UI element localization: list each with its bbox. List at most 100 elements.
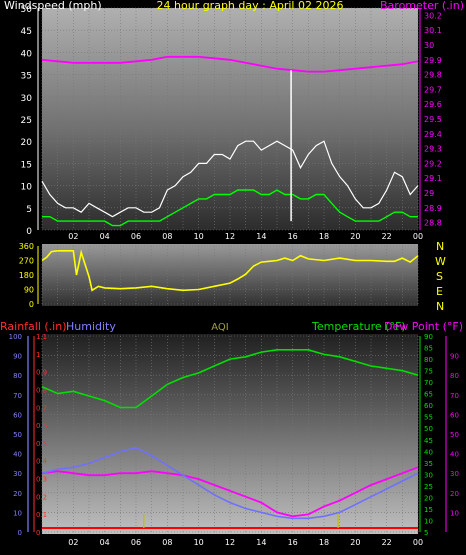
barometer-y-tick: 30	[424, 41, 434, 50]
wind-y-tick: 45	[21, 27, 32, 37]
barometer-y-tick: 29.4	[424, 130, 442, 139]
temperature-y-tick: 50	[424, 425, 433, 433]
barometer-y-tick: 29.6	[424, 100, 442, 109]
wind-y-tick: 25	[21, 116, 32, 126]
climate-x-tick: 06	[131, 538, 141, 547]
direction-line	[41, 249, 419, 292]
barometer-y-tick: 28.9	[424, 204, 442, 213]
climate-x-tick: 12	[225, 538, 235, 547]
dewpoint-line	[41, 466, 419, 518]
aqi-label: AQI	[211, 322, 229, 333]
wind-x-tick: 14	[256, 232, 266, 241]
compass-w: W	[435, 255, 446, 268]
dewpoint-y-tick: 20	[450, 490, 459, 498]
wind-x-tick: 02	[68, 232, 78, 241]
barometer-y-tick: 29	[424, 189, 434, 198]
climate-x-tick: 20	[350, 538, 360, 547]
temperature-y-tick: 25	[424, 483, 433, 491]
climate-x-tick: 16	[288, 538, 298, 547]
compass-n-top: N	[436, 240, 444, 253]
climate-x-tick: 18	[319, 538, 329, 547]
humidity-y-tick: 50	[13, 431, 22, 439]
direction-y-tick: 90	[24, 286, 34, 295]
humidity-y-tick: 30	[13, 470, 22, 478]
dewpoint-label: Dew Point (°F)	[384, 320, 463, 333]
rain-y-tick: 0.1	[36, 511, 47, 519]
temperature-y-tick: 60	[424, 402, 433, 410]
rain-y-tick: 1.1	[36, 333, 47, 341]
barometer-y-tick: 29.7	[424, 85, 442, 94]
humidity-y-tick: 20	[13, 490, 22, 498]
dewpoint-y-tick: 60	[450, 411, 459, 419]
humidity-y-tick: 90	[13, 353, 22, 361]
direction-y-tick: 360	[19, 242, 34, 251]
barometer-line	[41, 55, 419, 73]
barometer-y-tick: 29.8	[424, 71, 442, 80]
temperature-y-tick: 30	[424, 471, 433, 479]
temperature-y-tick: 15	[424, 506, 433, 514]
direction-panel-bg	[42, 244, 418, 306]
wind-y-tick: 20	[21, 138, 33, 148]
humidity-y-tick: 60	[13, 411, 22, 419]
humidity-y-tick: 0	[18, 529, 22, 537]
climate-x-tick: 02	[68, 538, 78, 547]
climate-x-tick: 22	[382, 538, 392, 547]
rainfall-label: Rainfall (.in)	[0, 320, 67, 333]
rain-y-tick: 0.8	[36, 386, 47, 394]
wind-x-tick: 20	[350, 232, 360, 241]
wind-y-tick: 40	[21, 49, 33, 59]
dewpoint-y-tick: 80	[450, 372, 459, 380]
temperature-y-tick: 35	[424, 460, 433, 468]
wind-x-tick: 16	[288, 232, 298, 241]
wind-y-tick: 0	[26, 227, 32, 237]
dewpoint-y-tick: 30	[450, 470, 459, 478]
series-lines	[41, 55, 419, 529]
wind-x-tick: 12	[225, 232, 235, 241]
climate-x-tick: 00	[413, 538, 423, 547]
direction-y-tick: 270	[19, 257, 34, 266]
humidity-line	[41, 446, 419, 520]
axis-labels: 0510152025303540455028.828.92929.129.229…	[9, 5, 459, 547]
wind-y-tick: 50	[21, 5, 33, 15]
humidity-y-tick: 40	[13, 451, 22, 459]
windspeed-label: Windspeed (mph)	[4, 0, 102, 12]
wind-x-tick: 08	[162, 232, 172, 241]
wind-y-tick: 30	[21, 94, 33, 104]
humidity-y-tick: 70	[13, 392, 22, 400]
climate-x-tick: 14	[256, 538, 266, 547]
climate-x-tick: 08	[162, 538, 172, 547]
direction-y-tick: 0	[29, 300, 34, 309]
rain-y-tick: 0.9	[36, 369, 47, 377]
temperature-y-tick: 75	[424, 368, 433, 376]
rain-y-tick: 0.4	[36, 458, 48, 466]
rain-y-tick: 0.5	[36, 440, 47, 448]
barometer-y-tick: 28.8	[424, 219, 442, 228]
temperature-line	[41, 348, 419, 409]
wind-y-tick: 15	[21, 160, 32, 170]
compass-e: E	[436, 285, 443, 298]
wind-x-tick: 10	[194, 232, 204, 241]
barometer-y-tick: 30.1	[424, 26, 442, 35]
temperature-y-tick: 40	[424, 448, 433, 456]
direction-y-tick: 180	[19, 271, 34, 280]
temperature-y-tick: 65	[424, 391, 433, 399]
barometer-y-tick: 29.2	[424, 159, 442, 168]
barometer-y-tick: 29.5	[424, 115, 442, 124]
rain-y-tick: 0.6	[36, 422, 48, 430]
temperature-y-tick: 10	[424, 517, 433, 525]
climate-panel-bg	[42, 334, 418, 534]
temperature-y-tick: 45	[424, 437, 433, 445]
temperature-y-tick: 5	[424, 529, 428, 537]
gust-line	[41, 140, 419, 218]
rain-y-tick: 0.7	[36, 404, 47, 412]
compass-n-bottom: N	[436, 300, 444, 313]
humidity-label: Humidity	[66, 320, 116, 333]
temperature-y-tick: 70	[424, 379, 433, 387]
dewpoint-y-tick: 50	[450, 431, 459, 439]
wind-y-tick: 5	[26, 205, 32, 215]
dewpoint-y-tick: 10	[450, 509, 459, 517]
temperature-y-tick: 55	[424, 414, 433, 422]
grid-lines	[41, 7, 419, 533]
rain-y-tick: 0.2	[36, 493, 47, 501]
